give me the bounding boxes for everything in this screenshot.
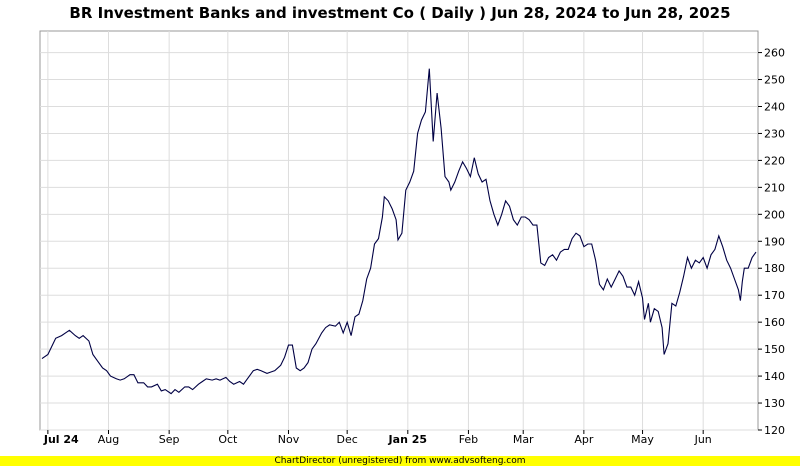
x-tick-label: Feb xyxy=(459,433,478,446)
x-tick-label: Aug xyxy=(98,433,119,446)
x-tick-label: Dec xyxy=(337,433,358,446)
x-tick-label: Jun xyxy=(694,433,712,446)
x-tick-label: Nov xyxy=(278,433,300,446)
y-tick-label: 150 xyxy=(764,343,785,356)
y-tick-label: 180 xyxy=(764,262,785,275)
y-tick-label: 130 xyxy=(764,397,785,410)
x-axis: Jul 24 Aug Sep Oct Nov Dec Jan 25 Feb Mar Apr May J… xyxy=(43,430,712,446)
y-tick-label: 230 xyxy=(764,127,785,140)
grid xyxy=(40,31,758,431)
price-line xyxy=(41,68,757,395)
y-tick-label: 260 xyxy=(764,47,785,60)
footer-watermark: ChartDirector (unregistered) from www.ad… xyxy=(0,456,800,466)
y-tick-label: 160 xyxy=(764,316,785,329)
x-tick-label: Jul 24 xyxy=(43,433,79,446)
y-tick-label: 250 xyxy=(764,74,785,87)
plot-area xyxy=(39,30,759,431)
y-tick-label: 190 xyxy=(764,235,785,248)
y-tick-label: 220 xyxy=(764,154,785,167)
y-tick-label: 140 xyxy=(764,370,785,383)
x-tick-label: Sep xyxy=(159,433,180,446)
chart-title: BR Investment Banks and investment Co ( … xyxy=(69,4,730,22)
x-tick-label: Oct xyxy=(218,433,238,446)
y-tick-label: 200 xyxy=(764,208,785,221)
y-tick-label: 240 xyxy=(764,100,785,113)
x-tick-label: Jan 25 xyxy=(388,433,427,446)
x-tick-label: May xyxy=(631,433,654,446)
y-tick-label: 210 xyxy=(764,181,785,194)
chart: BR Investment Banks and investment Co ( … xyxy=(39,4,785,446)
y-axis: 120 130 140 150 160 170 180 190 200 210 220 230 240 2… xyxy=(758,47,785,437)
x-tick-label: Apr xyxy=(574,433,594,446)
x-tick-label: Mar xyxy=(513,433,534,446)
y-tick-label: 170 xyxy=(764,289,785,302)
y-tick-label: 120 xyxy=(764,424,785,437)
